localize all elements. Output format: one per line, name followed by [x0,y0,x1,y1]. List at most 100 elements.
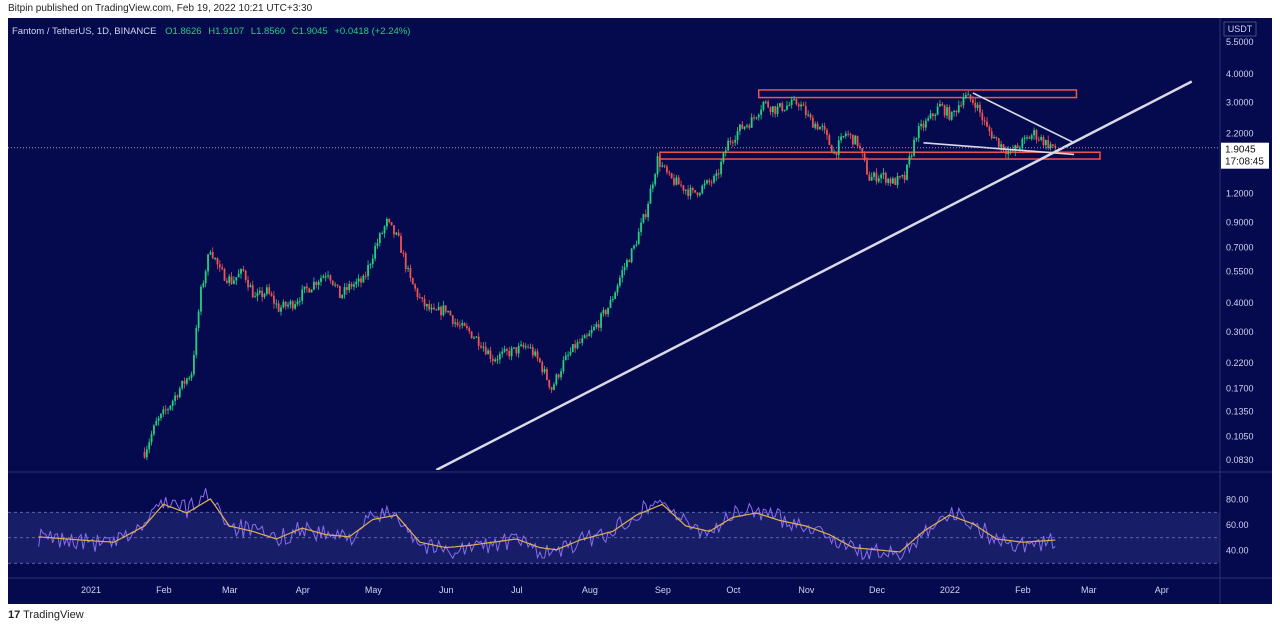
candle-body [908,156,911,165]
trendline[interactable] [972,92,1075,144]
candle-body [866,160,868,175]
candle-body [1016,145,1019,148]
candle-body [489,350,492,359]
candle-body [734,139,737,143]
candle-body [390,221,393,226]
candle-body [597,324,600,328]
candle-body [508,350,511,357]
price-chart[interactable]: 5.50004.00003.00002.20001.60001.20000.90… [8,18,1272,604]
svg-text:Fantom / TetherUS, 1D, BINANCE: Fantom / TetherUS, 1D, BINANCE O1.8626 H… [12,26,410,37]
candle-body [461,323,464,326]
candle-body [835,152,838,155]
candle-body [463,323,466,327]
rsi-axis[interactable]: 80.00 60.00 40.00 [1226,495,1249,556]
candle-body [767,101,770,108]
candle-body [214,258,216,260]
candle-body [466,326,468,329]
candle-body [160,413,162,419]
candle-body [602,310,605,314]
candle-body [776,106,779,114]
candle-body [910,155,913,157]
candle-body [941,103,944,106]
candle-body [698,193,701,196]
candle-body [816,123,819,130]
candle-body [689,187,692,196]
candle-body [873,172,875,177]
candle-body [181,380,184,389]
candle-body [1044,140,1047,146]
candle-body [859,145,861,149]
candle-body [637,231,640,245]
candle-body [451,315,454,324]
candle-body [621,270,624,278]
candle-body [338,285,341,299]
candle-body [546,369,548,380]
candle-body [560,371,562,378]
candle-body [986,121,988,127]
candle-body [442,305,445,316]
candle-body [414,284,417,289]
candle-body [343,287,346,295]
candle-body [185,378,188,384]
candle-body [1037,139,1040,141]
candle-body [809,114,812,118]
candle-body [235,277,238,281]
candle-body [440,306,442,316]
candle-body [360,278,362,283]
candle-body [694,190,697,193]
candle-body [1033,130,1035,136]
candle-body [404,253,407,269]
candle-body [362,275,365,283]
candle-body [929,113,932,119]
candle-body [762,101,765,110]
candle-body [564,355,567,361]
trendline[interactable] [923,142,1075,156]
candle-body [244,270,247,280]
candle-body [830,144,833,154]
legend-high: H1.9107 [208,26,244,37]
candle-body [757,114,760,118]
candle-body [296,301,299,305]
candle-body [741,124,744,129]
candle-body [837,140,840,155]
time-tick-label: Mar [1081,585,1097,595]
candle-body [1004,150,1007,155]
candle-body [209,252,212,255]
candle-body [435,309,438,311]
candle-body [851,134,854,145]
trendline[interactable] [435,80,1193,470]
candle-body [378,233,381,244]
candle-body [626,260,628,268]
price-tick-label: 0.9000 [1226,217,1254,227]
chart-frame[interactable]: 5.50004.00003.00002.20001.60001.20000.90… [8,18,1272,604]
price-axis[interactable]: 5.50004.00003.00002.20001.60001.20000.90… [1226,37,1254,465]
candle-body [971,99,974,103]
candle-body [277,303,280,312]
candle-body [847,133,850,135]
candle-body [724,150,727,153]
candle-body [444,305,447,312]
candle-body [484,346,487,355]
candle-body [145,449,148,458]
tradingview-logo-text: TradingView [23,609,84,621]
candle-body [656,156,659,175]
symbol-legend[interactable]: Fantom / TetherUS, 1D, BINANCE O1.8626 H… [12,26,410,37]
candle-body [501,351,504,354]
candle-body [722,152,725,162]
candle-body [828,135,831,145]
time-axis[interactable]: 2021 Feb Mar Apr May Jun Jul Aug Sep Oct Nov Dec 202… [81,585,1169,595]
time-tick-label: Feb [156,585,172,595]
legend-change: +0.0418 (+2.24%) [334,26,410,37]
candle-body [981,112,984,121]
candle-body [416,288,419,298]
candle-body [983,120,986,122]
candle-body [990,131,993,139]
candle-body [211,252,214,259]
time-tick-label: May [365,585,383,595]
candle-body [774,106,777,114]
legend-open: O1.8626 [165,26,201,37]
candle-body [969,94,972,100]
candle-body [188,377,191,379]
candle-body [1023,137,1026,139]
candle-body [327,275,329,277]
